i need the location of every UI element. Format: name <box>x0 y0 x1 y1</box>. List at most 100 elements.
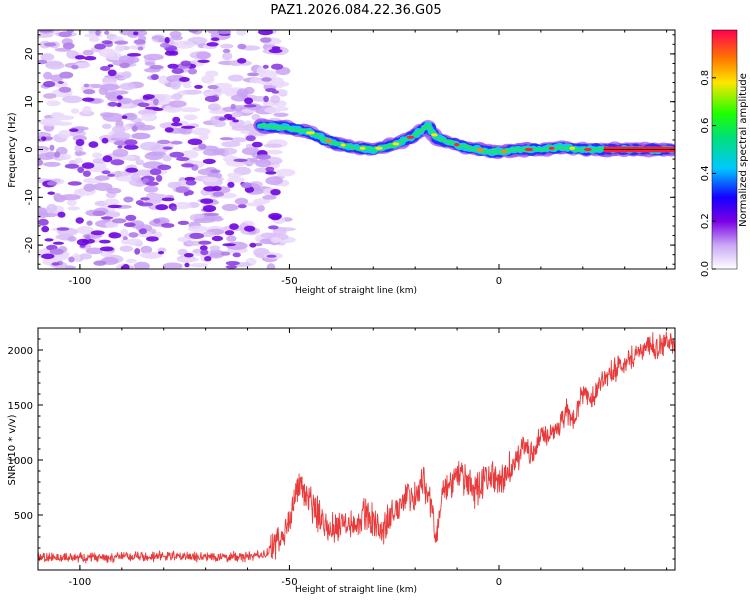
noise-blob <box>173 201 192 210</box>
noise-blob-core <box>164 37 170 44</box>
noise-blob-core <box>99 239 111 244</box>
noise-blob-core <box>38 159 44 166</box>
noise-blob <box>227 172 242 178</box>
track-hotspot <box>431 133 438 137</box>
noise-blob <box>119 82 136 91</box>
noise-blob-core <box>170 140 183 145</box>
noise-blob <box>162 155 172 162</box>
noise-blob-core <box>41 253 55 260</box>
noise-blob-core <box>258 30 273 36</box>
noise-blob <box>139 141 161 151</box>
noise-blob-core <box>251 141 263 148</box>
x-tick-label: 0 <box>496 276 502 287</box>
noise-blob-core <box>198 143 207 150</box>
noise-blob-core <box>81 162 95 169</box>
snr-ticks: -100 -50 0 500 1000 1500 2000 <box>8 327 675 588</box>
noise-blob-core <box>54 151 61 158</box>
noise-blob <box>191 127 211 136</box>
noise-blob <box>266 263 276 269</box>
noise-blob-core <box>38 30 53 33</box>
noise-blob <box>133 261 150 269</box>
noise-blob-core <box>142 94 155 100</box>
snr-ylabel: SNR (10 * v/v) <box>7 414 18 485</box>
noise-blob <box>88 36 100 43</box>
noise-blob <box>144 61 156 66</box>
noise-blob-core <box>43 80 56 88</box>
colorbar-gradient <box>711 29 738 270</box>
track-segment <box>445 139 449 143</box>
noise-blob <box>177 236 190 243</box>
noise-blob-core <box>100 216 114 220</box>
noise-blob <box>187 225 208 232</box>
noise-blob <box>140 245 153 254</box>
noise-blob-core <box>265 171 277 175</box>
noise-blob-core <box>83 83 90 88</box>
noise-blob-core <box>199 245 208 251</box>
noise-blob <box>180 150 199 159</box>
noise-blob <box>173 40 195 49</box>
noise-blob-core <box>38 218 49 226</box>
noise-blob-core <box>101 170 111 175</box>
noise-blob <box>67 206 80 211</box>
noise-blob <box>151 35 164 40</box>
noise-blob <box>251 113 261 121</box>
noise-blob-core <box>170 122 183 127</box>
noise-blob <box>248 131 258 137</box>
noise-blob-core <box>153 218 161 224</box>
noise-blob <box>93 182 113 191</box>
noise-blob <box>265 176 284 186</box>
noise-blob-core <box>175 186 189 193</box>
track-hotspot <box>548 146 555 150</box>
noise-blob-core <box>224 230 235 236</box>
noise-blob <box>179 107 201 113</box>
noise-blob-core <box>218 117 227 121</box>
noise-blob-core <box>84 234 91 240</box>
noise-blob <box>170 80 181 90</box>
noise-blob <box>201 231 215 238</box>
noise-blob-core <box>233 158 248 162</box>
noise-blob-core <box>230 103 236 110</box>
noise-blob-core <box>75 217 84 224</box>
noise-blob-core <box>222 243 236 247</box>
noise-blob-core <box>101 137 109 144</box>
y-tick-label: 2000 <box>8 346 33 357</box>
noise-blob <box>227 176 245 183</box>
noise-blob <box>105 211 121 218</box>
noise-blob-core <box>57 211 66 218</box>
noise-blob <box>236 30 247 36</box>
track-hotspot <box>454 143 460 147</box>
noise-blob-core <box>198 240 212 245</box>
noise-blob-core <box>189 232 205 239</box>
noise-blob-core <box>188 30 199 33</box>
noise-blob-core <box>126 53 142 57</box>
noise-blob <box>162 262 183 269</box>
track-hotspot <box>375 146 383 150</box>
spectrogram-noise-blobs <box>38 30 296 269</box>
noise-blob <box>233 166 252 176</box>
y-tick-label: 1500 <box>8 401 33 412</box>
noise-blob <box>126 258 137 264</box>
noise-blob <box>61 95 83 104</box>
noise-blob <box>169 31 182 38</box>
noise-blob-core <box>51 262 60 266</box>
noise-blob-core <box>95 30 101 36</box>
noise-blob-core <box>265 88 277 93</box>
noise-blob <box>85 247 104 255</box>
noise-blob <box>43 71 53 80</box>
noise-blob-core <box>155 174 163 182</box>
colorbar: 0.0 0.2 0.4 0.6 0.8 Normalized spectral ampl… <box>700 29 749 277</box>
noise-blob <box>82 49 94 56</box>
noise-blob-core <box>245 135 256 142</box>
noise-blob-core <box>260 37 272 43</box>
noise-blob <box>273 112 289 118</box>
noise-blob-core <box>123 222 136 227</box>
noise-blob-core <box>93 260 107 266</box>
noise-blob <box>141 113 158 122</box>
noise-blob-core <box>139 228 147 235</box>
noise-blob-core <box>268 48 283 54</box>
noise-blob <box>202 176 219 183</box>
colorbar-tick-label: 0.6 <box>700 118 711 134</box>
noise-blob-core <box>179 77 190 82</box>
noise-blob-core <box>237 43 247 50</box>
noise-blob-core <box>200 198 214 204</box>
